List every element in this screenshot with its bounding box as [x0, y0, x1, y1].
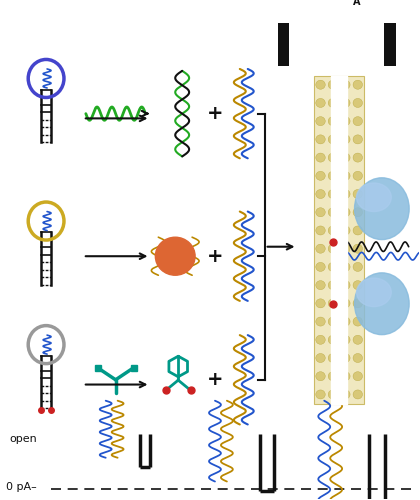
Circle shape — [316, 262, 325, 272]
Text: 0 pA–: 0 pA– — [6, 482, 37, 492]
Text: +: + — [207, 104, 223, 123]
Circle shape — [353, 98, 362, 108]
Circle shape — [341, 98, 350, 108]
Circle shape — [341, 336, 350, 344]
Circle shape — [341, 172, 350, 180]
FancyBboxPatch shape — [314, 76, 364, 404]
Circle shape — [353, 244, 362, 253]
Ellipse shape — [357, 278, 391, 306]
Circle shape — [353, 280, 362, 289]
Circle shape — [316, 299, 325, 308]
Circle shape — [353, 372, 362, 380]
Circle shape — [341, 190, 350, 198]
Circle shape — [353, 80, 362, 89]
Circle shape — [346, 0, 368, 13]
Circle shape — [341, 226, 350, 235]
Circle shape — [341, 372, 350, 380]
Circle shape — [328, 317, 338, 326]
Text: +: + — [207, 370, 223, 390]
Circle shape — [353, 208, 362, 217]
Circle shape — [328, 244, 338, 253]
Ellipse shape — [354, 178, 409, 240]
Circle shape — [328, 336, 338, 344]
Circle shape — [328, 153, 338, 162]
Circle shape — [341, 299, 350, 308]
Circle shape — [316, 244, 325, 253]
Circle shape — [316, 208, 325, 217]
Circle shape — [328, 80, 338, 89]
Circle shape — [328, 190, 338, 198]
Circle shape — [328, 116, 338, 126]
Circle shape — [353, 226, 362, 235]
Circle shape — [328, 280, 338, 289]
Circle shape — [316, 135, 325, 144]
Circle shape — [328, 135, 338, 144]
Circle shape — [341, 262, 350, 272]
Circle shape — [316, 317, 325, 326]
Circle shape — [353, 172, 362, 180]
Circle shape — [341, 280, 350, 289]
Circle shape — [328, 172, 338, 180]
Ellipse shape — [354, 273, 409, 334]
FancyBboxPatch shape — [384, 18, 396, 66]
Circle shape — [316, 280, 325, 289]
Circle shape — [316, 80, 325, 89]
Circle shape — [341, 208, 350, 217]
Circle shape — [341, 390, 350, 399]
Circle shape — [328, 226, 338, 235]
Circle shape — [353, 153, 362, 162]
Circle shape — [316, 390, 325, 399]
Circle shape — [316, 226, 325, 235]
Circle shape — [328, 208, 338, 217]
Circle shape — [341, 116, 350, 126]
Circle shape — [353, 390, 362, 399]
Text: open: open — [9, 434, 37, 444]
Circle shape — [328, 372, 338, 380]
Circle shape — [316, 190, 325, 198]
Text: A: A — [353, 0, 360, 8]
Circle shape — [316, 172, 325, 180]
Circle shape — [316, 354, 325, 362]
Circle shape — [353, 190, 362, 198]
Circle shape — [353, 116, 362, 126]
Circle shape — [353, 336, 362, 344]
Circle shape — [341, 135, 350, 144]
Circle shape — [341, 153, 350, 162]
Circle shape — [328, 390, 338, 399]
Circle shape — [353, 354, 362, 362]
Circle shape — [155, 237, 195, 275]
Circle shape — [341, 80, 350, 89]
Circle shape — [316, 153, 325, 162]
Circle shape — [353, 299, 362, 308]
FancyBboxPatch shape — [278, 18, 289, 66]
Circle shape — [328, 299, 338, 308]
Circle shape — [328, 354, 338, 362]
Circle shape — [316, 336, 325, 344]
Circle shape — [341, 244, 350, 253]
Circle shape — [353, 317, 362, 326]
Circle shape — [328, 262, 338, 272]
Text: +: + — [207, 246, 223, 266]
Circle shape — [341, 317, 350, 326]
Circle shape — [316, 98, 325, 108]
Circle shape — [341, 354, 350, 362]
Circle shape — [353, 262, 362, 272]
Circle shape — [328, 98, 338, 108]
Circle shape — [353, 135, 362, 144]
Ellipse shape — [357, 183, 391, 212]
Circle shape — [316, 372, 325, 380]
Circle shape — [316, 116, 325, 126]
